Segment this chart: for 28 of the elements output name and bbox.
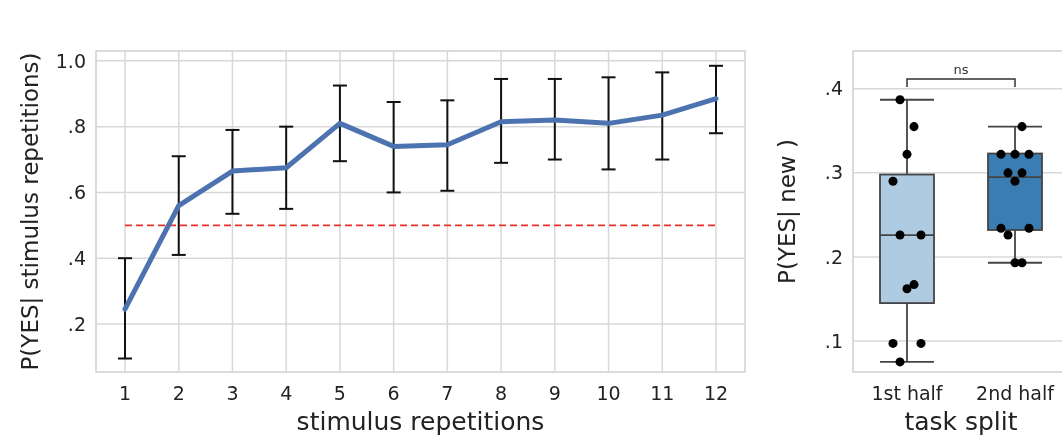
x-tick-label: 7 [441,382,454,404]
y-axis-title: P(YES| stimulus repetitions) [17,52,43,371]
x-tick-label: 1st half [871,382,944,404]
x-tick-label: 10 [596,382,621,404]
x-tick-label: 1 [118,382,132,404]
y-tick-label: 1.0 [55,49,86,72]
x-tick-label: 9 [548,382,561,404]
x-tick-label: 2 [172,382,185,404]
y-tick-label: .1 [824,329,843,352]
x-tick-label: 5 [333,382,346,404]
x-tick-label: 4 [280,382,293,404]
y-tick-label: .2 [67,312,86,335]
y-tick-label: .8 [67,115,86,138]
y-axis-title: P(YES| new ) [774,139,800,284]
x-axis-title: stimulus repetitions [296,407,545,436]
y-tick-label: .2 [824,245,843,268]
x-tick-label: 8 [495,382,508,404]
y-tick-label: .4 [67,246,86,269]
x-tick-label: 11 [650,382,675,404]
y-tick-label: .6 [67,181,86,204]
x-tick-label: 12 [703,382,729,404]
y-tick-label: .4 [824,77,843,100]
x-tick-label: 6 [387,382,400,404]
y-tick-label: .3 [824,161,843,184]
x-axis-title: task split [904,407,1018,436]
annotation: ns [953,62,969,77]
x-tick-label: 3 [226,382,239,404]
x-tick-label: 2nd half [976,382,1056,404]
